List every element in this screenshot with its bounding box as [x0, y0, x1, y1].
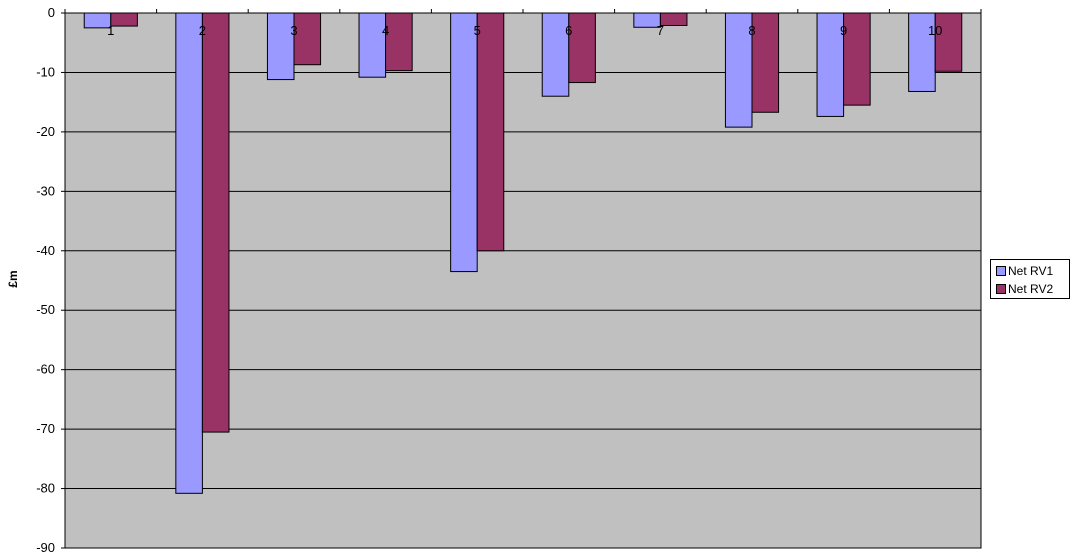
y-tick-label: -20 — [36, 124, 55, 139]
bar-net-rv2-7 — [659, 12, 688, 26]
x-tick-label: 6 — [565, 23, 572, 38]
x-tick-label: 8 — [748, 23, 755, 38]
x-tick-label: 7 — [657, 23, 664, 38]
legend-item-net-rv1: Net RV1 — [996, 263, 1053, 279]
x-tick-label: 9 — [840, 23, 847, 38]
y-tick-labels: 0 -10 -20 -30 -40 -50 -60 -70 -80 -90 — [36, 5, 55, 555]
legend-label-net-rv2: Net RV2 — [1008, 282, 1054, 296]
bar-net-rv2-9 — [843, 12, 871, 106]
y-tick-label: -40 — [36, 243, 55, 258]
bar-net-rv2-10 — [934, 12, 963, 72]
x-tick-labels: 1 2 3 4 5 6 7 8 9 10 — [107, 23, 942, 38]
bar-net-rv2-3 — [293, 12, 322, 66]
bar-net-rv1-2 — [175, 12, 203, 494]
y-tick-label: 0 — [48, 5, 55, 20]
legend-swatch-net-rv1 — [996, 265, 1006, 276]
x-tick-label: 3 — [290, 23, 297, 38]
y-tick-label: -80 — [36, 481, 55, 496]
bar-net-rv1-8 — [724, 12, 753, 128]
bar-net-rv1-5 — [450, 12, 478, 273]
x-tick-label: 10 — [928, 23, 942, 38]
bar-net-rv1-10 — [908, 12, 936, 92]
axes — [61, 9, 982, 549]
bar-net-rv2-6 — [568, 12, 596, 84]
bar-net-rv2-2 — [201, 12, 230, 433]
x-tick-label: 5 — [474, 23, 481, 38]
y-tick-label: -50 — [36, 302, 55, 317]
bar-net-rv2-4 — [385, 12, 413, 72]
bar-net-rv1-3 — [266, 12, 295, 81]
bar-net-rv1-9 — [816, 12, 845, 117]
bar-net-rv2-5 — [476, 12, 505, 252]
y-tick-label: -30 — [36, 183, 55, 198]
x-tick-label: 4 — [382, 23, 389, 38]
legend-item-net-rv2: Net RV2 — [996, 281, 1053, 297]
legend-label-net-rv1: Net RV1 — [1008, 264, 1054, 278]
y-tick-label: -90 — [36, 540, 55, 555]
y-tick-label: -10 — [36, 64, 55, 79]
y-tick-label: -60 — [36, 362, 55, 377]
legend: Net RV1 Net RV2 — [990, 259, 1070, 299]
x-tick-label: 2 — [199, 23, 206, 38]
legend-swatch-net-rv2 — [996, 283, 1006, 294]
x-tick-label: 1 — [107, 23, 114, 38]
bar-net-rv2-1 — [110, 12, 138, 27]
y-tick-label: -70 — [36, 421, 55, 436]
y-axis-label: £m — [6, 270, 20, 287]
bar-net-rv1-4 — [358, 12, 387, 78]
bar-net-rv2-8 — [751, 12, 780, 113]
